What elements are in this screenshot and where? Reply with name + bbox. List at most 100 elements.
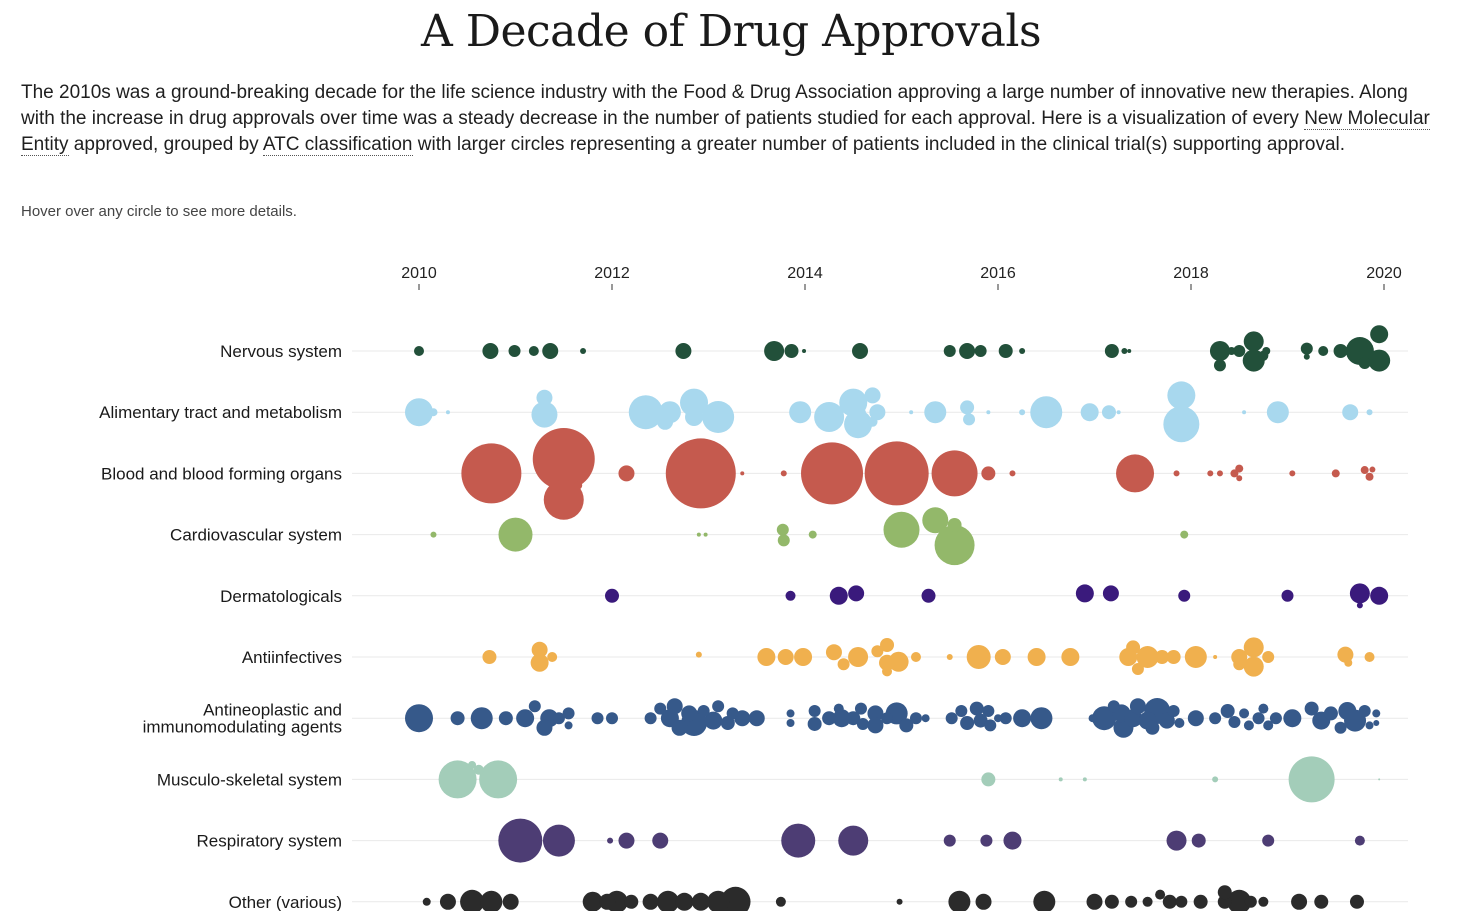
- drug-approval-bubble[interactable]: [1193, 894, 1208, 909]
- drug-approval-bubble[interactable]: [1125, 895, 1138, 908]
- drug-approval-bubble[interactable]: [547, 652, 558, 662]
- drug-approval-bubble[interactable]: [450, 711, 465, 726]
- drug-approval-bubble[interactable]: [775, 896, 786, 907]
- drug-approval-bubble[interactable]: [508, 345, 521, 357]
- drug-approval-bubble[interactable]: [564, 721, 573, 730]
- drug-approval-bubble[interactable]: [777, 534, 790, 547]
- drug-approval-bubble[interactable]: [1263, 720, 1274, 731]
- drug-approval-bubble[interactable]: [1356, 602, 1363, 609]
- drug-approval-bubble[interactable]: [1337, 646, 1354, 663]
- drug-approval-bubble[interactable]: [691, 892, 710, 911]
- drug-approval-bubble[interactable]: [707, 890, 730, 911]
- drug-approval-bubble[interactable]: [528, 700, 541, 713]
- drug-approval-bubble[interactable]: [864, 387, 881, 404]
- drug-approval-bubble[interactable]: [460, 889, 485, 911]
- drug-approval-bubble[interactable]: [580, 348, 587, 354]
- drug-approval-bubble[interactable]: [838, 825, 869, 856]
- drug-approval-bubble[interactable]: [871, 645, 884, 658]
- drug-approval-bubble[interactable]: [1243, 331, 1264, 352]
- drug-approval-bubble[interactable]: [776, 523, 789, 536]
- drug-approval-bubble[interactable]: [675, 343, 692, 359]
- drug-approval-bubble[interactable]: [846, 711, 861, 726]
- drug-approval-bubble[interactable]: [405, 398, 433, 427]
- drug-approval-bubble[interactable]: [1019, 348, 1026, 354]
- drug-approval-bubble[interactable]: [414, 346, 424, 356]
- drug-approval-bubble[interactable]: [1303, 353, 1310, 360]
- drug-approval-bubble[interactable]: [666, 698, 683, 715]
- drug-approval-bubble[interactable]: [1136, 646, 1159, 668]
- drug-approval-bubble[interactable]: [1333, 344, 1348, 358]
- drug-approval-bubble[interactable]: [1364, 652, 1375, 662]
- drug-approval-bubble[interactable]: [1121, 348, 1128, 354]
- drug-approval-bubble[interactable]: [528, 346, 539, 356]
- drug-approval-bubble[interactable]: [822, 711, 837, 726]
- drug-approval-bubble[interactable]: [869, 404, 886, 421]
- drug-approval-bubble[interactable]: [1209, 712, 1222, 725]
- drug-approval-bubble[interactable]: [1213, 359, 1226, 372]
- drug-approval-bubble[interactable]: [703, 532, 708, 537]
- drug-approval-bubble[interactable]: [780, 470, 787, 477]
- new-molecular-entity-link[interactable]: New Molecular Entity: [21, 108, 1430, 156]
- drug-approval-bubble[interactable]: [982, 705, 995, 717]
- drug-approval-bubble[interactable]: [1258, 896, 1269, 907]
- drug-approval-bubble[interactable]: [1266, 401, 1289, 424]
- drug-approval-bubble[interactable]: [1378, 778, 1381, 781]
- drug-approval-bubble[interactable]: [1104, 894, 1119, 909]
- drug-approval-bubble[interactable]: [642, 893, 659, 910]
- drug-approval-bubble[interactable]: [479, 760, 518, 799]
- drug-approval-bubble[interactable]: [955, 705, 968, 717]
- drug-approval-bubble[interactable]: [628, 395, 663, 430]
- drug-approval-bubble[interactable]: [848, 647, 869, 667]
- drug-approval-bubble[interactable]: [1129, 698, 1146, 715]
- drug-approval-bubble[interactable]: [665, 438, 736, 509]
- drug-approval-bubble[interactable]: [473, 764, 484, 775]
- drug-approval-bubble[interactable]: [833, 703, 844, 714]
- atc-classification-link[interactable]: ATC classification: [262, 134, 413, 156]
- drug-approval-bubble[interactable]: [924, 401, 947, 424]
- drug-approval-bubble[interactable]: [652, 832, 669, 849]
- drug-approval-bubble[interactable]: [606, 712, 618, 725]
- drug-approval-bubble[interactable]: [1235, 464, 1244, 473]
- drug-approval-bubble[interactable]: [498, 517, 533, 552]
- drug-approval-bubble[interactable]: [704, 711, 723, 730]
- drug-approval-bubble[interactable]: [1244, 895, 1257, 908]
- drug-approval-bubble[interactable]: [438, 760, 477, 799]
- drug-approval-bubble[interactable]: [712, 700, 725, 713]
- drug-approval-bubble[interactable]: [994, 649, 1011, 665]
- drug-approval-bubble[interactable]: [910, 652, 921, 662]
- drug-approval-bubble[interactable]: [1174, 718, 1185, 728]
- drug-approval-bubble[interactable]: [1318, 346, 1329, 356]
- drug-approval-bubble[interactable]: [1088, 714, 1097, 723]
- drug-approval-bubble[interactable]: [829, 586, 848, 605]
- drug-approval-bubble[interactable]: [482, 343, 499, 359]
- drug-approval-bubble[interactable]: [536, 389, 553, 406]
- drug-approval-bubble[interactable]: [531, 401, 558, 428]
- drug-approval-bubble[interactable]: [947, 518, 962, 532]
- drug-approval-bubble[interactable]: [986, 410, 991, 415]
- drug-approval-bubble[interactable]: [1354, 835, 1365, 846]
- drug-approval-bubble[interactable]: [1349, 583, 1370, 604]
- drug-approval-bubble[interactable]: [1030, 396, 1063, 429]
- drug-approval-bubble[interactable]: [1116, 454, 1155, 493]
- drug-approval-bubble[interactable]: [839, 388, 868, 417]
- drug-approval-bubble[interactable]: [1373, 720, 1380, 726]
- drug-approval-bubble[interactable]: [618, 832, 635, 849]
- drug-approval-bubble[interactable]: [498, 818, 543, 863]
- drug-approval-bubble[interactable]: [1033, 890, 1056, 911]
- drug-approval-bubble[interactable]: [781, 823, 816, 858]
- drug-approval-bubble[interactable]: [1300, 342, 1313, 355]
- drug-approval-bubble[interactable]: [881, 712, 894, 725]
- drug-approval-bubble[interactable]: [922, 507, 949, 534]
- drug-approval-bubble[interactable]: [867, 705, 884, 722]
- drug-approval-bubble[interactable]: [867, 717, 884, 734]
- drug-approval-bubble[interactable]: [671, 719, 688, 736]
- drug-approval-bubble[interactable]: [867, 416, 878, 427]
- drug-approval-bubble[interactable]: [1344, 658, 1353, 667]
- drug-approval-bubble[interactable]: [969, 701, 984, 716]
- drug-approval-bubble[interactable]: [482, 650, 497, 664]
- drug-approval-bubble[interactable]: [532, 428, 595, 490]
- drug-approval-bubble[interactable]: [502, 893, 519, 910]
- drug-approval-bubble[interactable]: [531, 641, 548, 658]
- drug-approval-bubble[interactable]: [984, 719, 997, 732]
- drug-approval-bubble[interactable]: [748, 710, 765, 727]
